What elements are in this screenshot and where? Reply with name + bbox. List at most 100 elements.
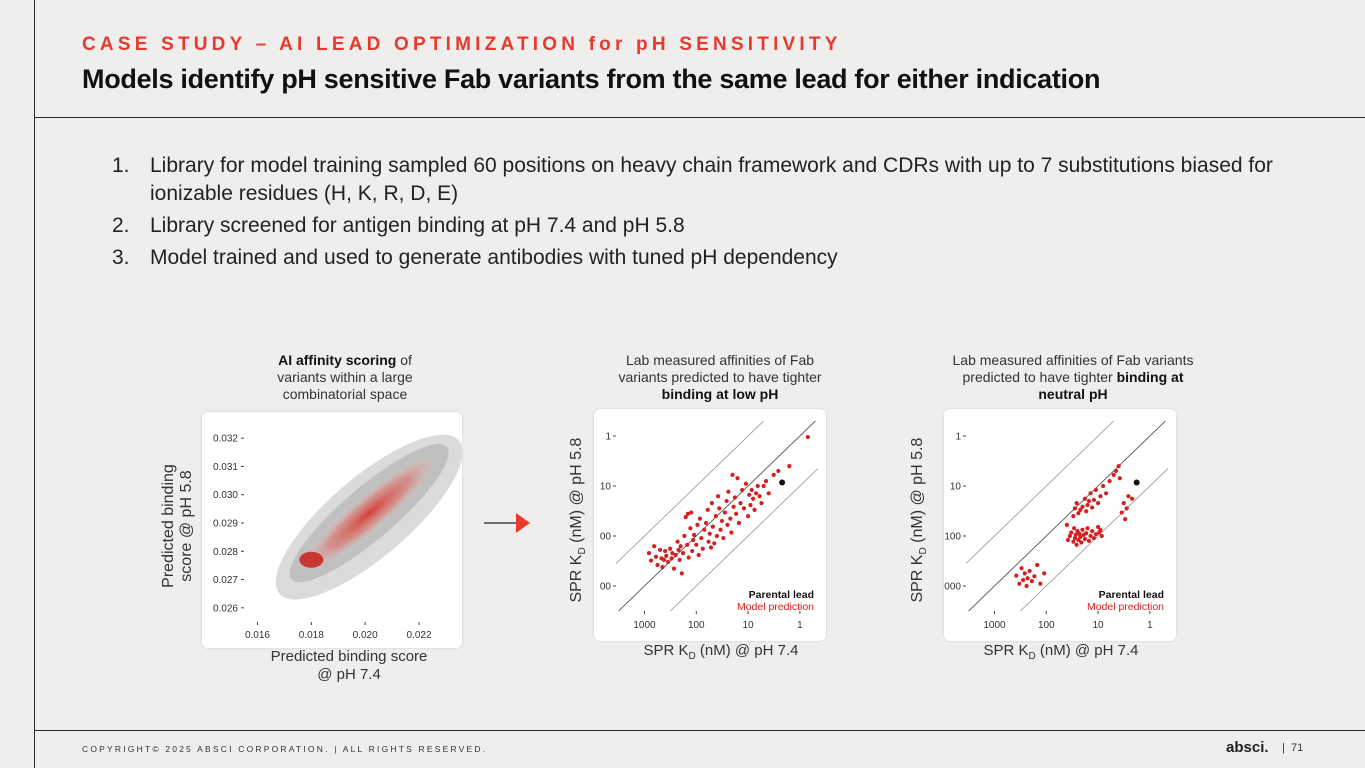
model-prediction-point [673, 552, 678, 558]
panel1-plot-card: 0.026 0.027 0.028 0.029 0.030 0.031 0.032 0.016… [202, 412, 463, 648]
panel1-ylabel-line1: Predicted binding [160, 464, 177, 588]
model-prediction-point [706, 539, 711, 544]
panel2-ylabel-kd: SPR K [567, 554, 585, 603]
model-prediction-point [1126, 494, 1131, 499]
model-prediction-point [714, 533, 719, 539]
model-prediction-point [771, 472, 776, 478]
model-prediction-point [1069, 530, 1074, 535]
model-prediction-point [671, 566, 677, 571]
copyright-notice: COPYRIGHT© 2025 ABSCI CORPORATION. | ALL… [82, 744, 488, 754]
page-separator: | [1282, 742, 1285, 754]
model-prediction-point [1085, 526, 1090, 531]
model-prediction-point [717, 506, 722, 511]
model-prediction-point [1090, 529, 1095, 534]
model-prediction-point [1107, 479, 1112, 484]
model-prediction-point [726, 489, 731, 494]
y-tick-label: 0.032 [213, 434, 238, 445]
bullet-item: 3. Model trained and used to generate an… [112, 244, 1310, 272]
model-prediction-point [1082, 536, 1087, 542]
model-prediction-point [702, 527, 707, 532]
absci-logo: absci. [1226, 739, 1269, 756]
panel1-xlabel-line2: @ pH 7.4 [317, 666, 381, 683]
model-prediction-point [648, 558, 654, 563]
tenfold-line [616, 421, 765, 564]
y-tick-label: 0.028 [213, 547, 238, 558]
model-prediction-point [1117, 476, 1122, 481]
x-tick-label: 0.016 [245, 630, 270, 641]
tenfold-line [966, 421, 1115, 564]
model-prediction-point [676, 547, 681, 553]
model-prediction-point [787, 464, 792, 469]
panel3-xlabel: SPR KD (nM) @ pH 7.4 [956, 642, 1166, 662]
model-prediction-point [1130, 496, 1135, 501]
model-prediction-point [805, 434, 810, 440]
panel2-xlabel-rest: (nM) @ pH 7.4 [695, 642, 799, 659]
model-prediction-point [1093, 487, 1099, 493]
model-prediction-point [1086, 538, 1092, 543]
model-prediction-point [646, 551, 652, 556]
model-prediction-point [755, 483, 760, 489]
model-prediction-point [1084, 509, 1089, 514]
model-prediction-point [1104, 491, 1109, 496]
legend-parental-lead: Parental lead [749, 589, 814, 601]
y-tick-label: 0.030 [213, 490, 238, 501]
model-prediction-point [776, 468, 781, 474]
section-kicker: CASE STUDY – AI LEAD OPTIMIZATION for pH… [82, 34, 842, 55]
panel2-ylabel-sub: D [577, 547, 589, 555]
model-prediction-point [707, 531, 712, 536]
model-prediction-point [748, 502, 753, 508]
model-prediction-point [1095, 524, 1101, 530]
identity-line [967, 421, 1167, 611]
model-prediction-point [1098, 527, 1103, 533]
x-tick-label: 0.020 [353, 630, 378, 641]
panel3-xlabel-kd: SPR K [983, 642, 1029, 659]
model-prediction-point [680, 551, 686, 556]
model-prediction-point [1121, 501, 1126, 506]
model-prediction-point [669, 556, 674, 561]
model-prediction-point [697, 516, 703, 521]
model-prediction-point [1035, 562, 1040, 568]
model-prediction-point [750, 496, 756, 501]
model-prediction-point [710, 524, 715, 529]
left-rule [34, 0, 35, 768]
model-prediction-point [1076, 511, 1081, 516]
model-prediction-point [722, 510, 728, 515]
x-tick-label: 1000 [983, 620, 1006, 631]
model-prediction-point [724, 498, 729, 504]
model-prediction-point [1095, 501, 1101, 506]
model-prediction-point [1072, 526, 1077, 531]
density-hotspot [299, 551, 324, 568]
panel2-caption-bold: binding at low pH [661, 386, 779, 402]
model-prediction-point [766, 491, 771, 496]
model-prediction-point [696, 552, 701, 558]
model-prediction-point [1072, 506, 1078, 511]
model-prediction-point [1027, 568, 1032, 574]
model-prediction-point [713, 514, 718, 519]
y-tick-label: 0.029 [213, 519, 238, 530]
model-prediction-point [1086, 498, 1092, 504]
bullet-list: 1. Library for model training sampled 60… [112, 152, 1310, 276]
model-prediction-point [657, 547, 663, 553]
model-prediction-point [1019, 566, 1024, 571]
model-prediction-point [1099, 533, 1104, 539]
bullet-text: Library for model training sampled 60 po… [150, 154, 1273, 205]
tenfold-line [669, 468, 818, 611]
bullet-text: Model trained and used to generate antib… [150, 246, 838, 269]
panel1-ylabel-line2: score @ pH 5.8 [178, 470, 195, 582]
model-prediction-point [653, 554, 659, 559]
model-prediction-point [683, 515, 688, 520]
y-tick-label: 0.027 [213, 575, 238, 586]
y-tick-label: 0.026 [213, 603, 238, 614]
panel1-caption-rest: of variants within a large combinatorial… [277, 352, 413, 402]
model-prediction-point [664, 553, 669, 558]
model-prediction-point [1065, 537, 1071, 543]
model-prediction-point [709, 501, 714, 506]
model-prediction-point [729, 530, 734, 535]
tenfold-line [1019, 468, 1168, 611]
page-number: | 71 [1282, 742, 1303, 754]
model-prediction-point [1124, 506, 1129, 511]
right-arrow-icon [484, 513, 530, 533]
model-prediction-point [1119, 510, 1124, 515]
model-prediction-point [754, 491, 759, 496]
